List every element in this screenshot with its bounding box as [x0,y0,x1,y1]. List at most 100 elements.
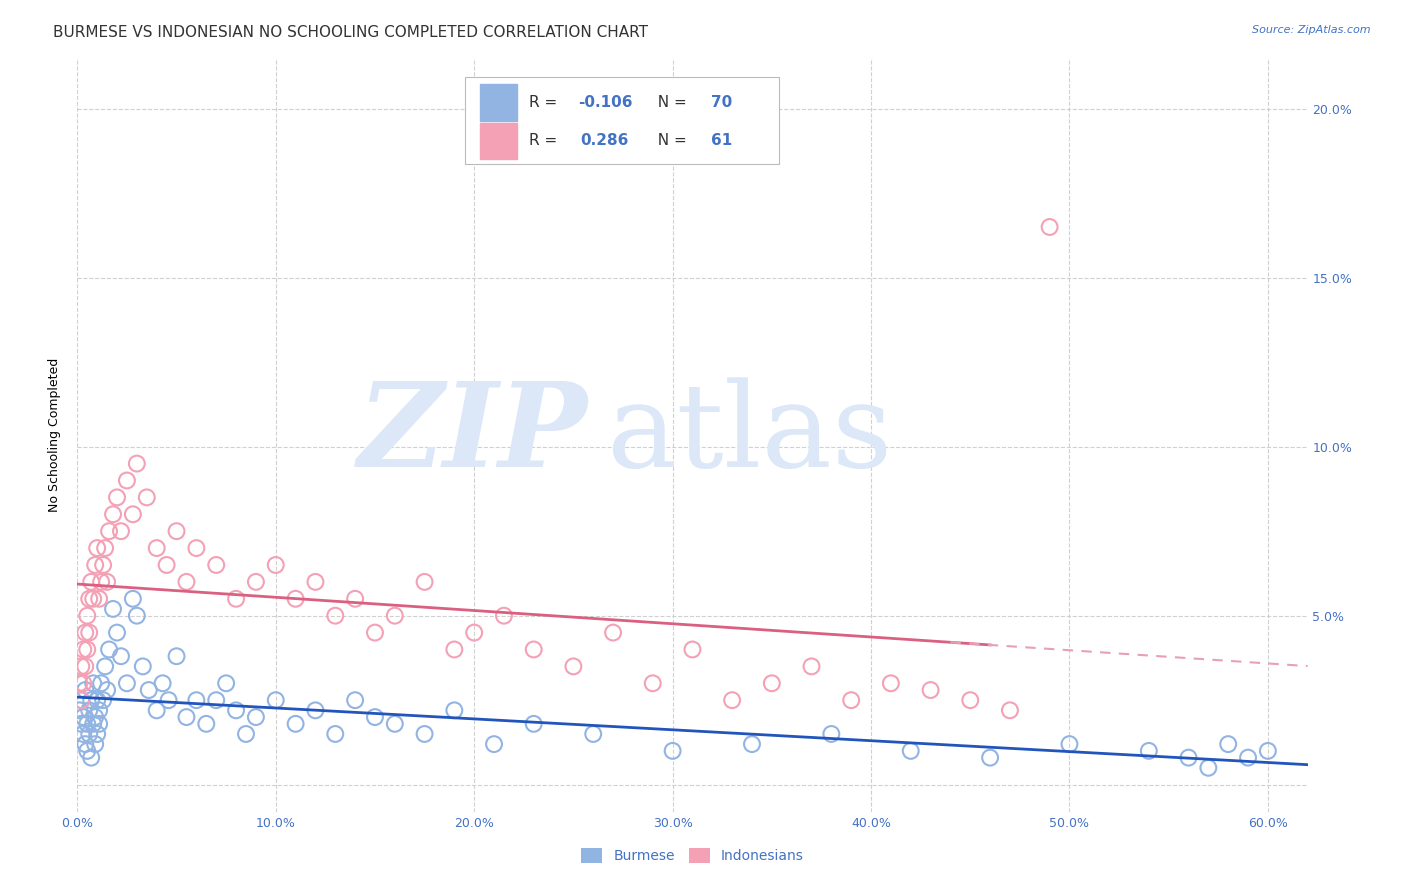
Point [492,608,515,623]
Point [245,574,267,589]
FancyBboxPatch shape [465,77,779,163]
Point [122,508,145,522]
Point [125,457,148,471]
Point [110,649,132,664]
Point [304,574,326,589]
Point [122,591,145,606]
FancyBboxPatch shape [479,85,516,120]
Point [145,703,167,717]
Point [101,508,124,522]
Point [761,676,783,690]
Point [215,676,238,690]
Point [661,744,683,758]
Point [80,693,103,707]
Point [72,727,94,741]
Point [364,625,387,640]
Point [800,659,823,673]
Point [682,642,704,657]
Point [72,676,94,690]
Text: 70: 70 [711,95,733,110]
Point [76,608,98,623]
Point [264,558,287,572]
Point [1137,744,1160,758]
Point [205,558,228,572]
Text: ZIP: ZIP [357,377,588,492]
Point [166,649,188,664]
Point [463,625,485,640]
Point [304,703,326,717]
Point [77,727,100,741]
Point [82,716,104,731]
Point [80,750,103,764]
Point [70,716,93,731]
Text: N =: N = [648,134,692,148]
Point [195,716,218,731]
Point [284,716,307,731]
Text: R =: R = [529,134,567,148]
Point [67,676,90,690]
Point [157,693,180,707]
Point [96,574,118,589]
Point [76,642,98,657]
Point [72,642,94,657]
Point [98,642,121,657]
Point [89,703,111,717]
Point [70,659,93,673]
Point [1197,761,1219,775]
Point [110,524,132,538]
Point [86,727,108,741]
Point [1059,737,1081,751]
Point [235,727,257,741]
Point [979,750,1001,764]
Point [89,716,111,731]
Text: 0.286: 0.286 [581,134,628,148]
Point [641,676,664,690]
Point [70,693,93,707]
Point [721,693,744,707]
Point [245,710,267,724]
Point [1237,750,1260,764]
Point [89,591,111,606]
Point [86,693,108,707]
Point [91,558,114,572]
Point [90,676,112,690]
Point [225,591,247,606]
Point [84,710,107,724]
Point [84,737,107,751]
Point [77,625,100,640]
Point [105,491,128,505]
Point [384,716,406,731]
Point [145,541,167,555]
Point [70,693,93,707]
Point [152,676,174,690]
Point [132,659,155,673]
Point [820,727,842,741]
Point [523,642,546,657]
Point [741,737,763,751]
Point [176,710,198,724]
Point [205,693,228,707]
Point [323,608,346,623]
Y-axis label: No Schooling Completed: No Schooling Completed [48,358,62,512]
Point [482,737,505,751]
Point [115,676,138,690]
Point [82,591,104,606]
Point [186,693,208,707]
Point [413,574,436,589]
Point [880,676,903,690]
Point [77,703,100,717]
Point [1039,219,1062,234]
Point [67,703,90,717]
Point [77,591,100,606]
Point [284,591,307,606]
Point [75,659,97,673]
Point [920,683,942,698]
Point [84,558,107,572]
Point [156,558,179,572]
Point [959,693,981,707]
Point [82,676,104,690]
Point [94,659,117,673]
Point [1218,737,1240,751]
Point [105,625,128,640]
Point [562,659,585,673]
